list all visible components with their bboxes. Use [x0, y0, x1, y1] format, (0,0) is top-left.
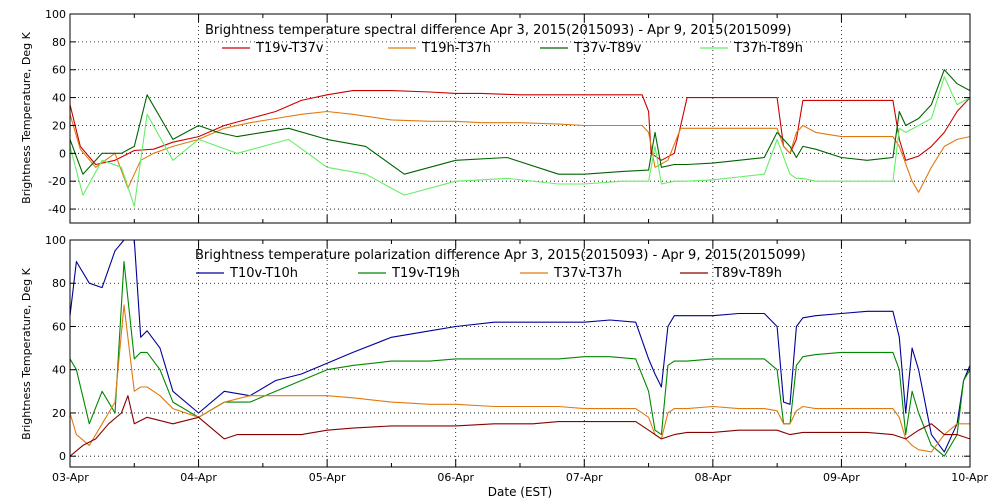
legend-label: T37h-T89h [733, 41, 803, 56]
top-plot-frame [69, 13, 971, 224]
y-tick-label: 60 [52, 64, 66, 77]
y-tick-label: 80 [52, 36, 66, 49]
series-line-t37v-t89v [70, 69, 970, 175]
y-tick-label: 40 [52, 92, 66, 105]
legend-label: T37v-T89v [573, 41, 642, 56]
x-tick-label: 07-Apr [566, 471, 603, 484]
legend-label: T19v-T19h [391, 266, 460, 281]
series-line-t37h-t89h [70, 76, 970, 207]
bottom-plot-frame [69, 239, 971, 468]
y-tick-label: 20 [52, 119, 66, 132]
legend-label: T37v-T37h [553, 266, 622, 281]
legend-label: T19h-T37h [421, 41, 491, 56]
x-tick-label: 06-Apr [437, 471, 474, 484]
y-tick-label: 20 [52, 407, 66, 420]
series-line-t19v-t37v [70, 90, 970, 166]
y-tick-label: 40 [52, 364, 66, 377]
x-tick-label: 09-Apr [823, 471, 860, 484]
polarization-difference-panel: Brightness temperature polarization diff… [20, 234, 988, 484]
series-line-t19h-t37h [70, 110, 970, 193]
series-line-t37v-t37h [70, 304, 970, 453]
y-tick-label: 100 [45, 234, 66, 247]
x-tick-label: 04-Apr [180, 471, 217, 484]
x-tick-label: 08-Apr [694, 471, 731, 484]
top-y-axis-label: Brightness Temperature, Deg K [20, 31, 33, 203]
y-tick-label: 0 [59, 147, 66, 160]
x-tick-label: 05-Apr [309, 471, 346, 484]
series-line-t10v-t10h [70, 240, 970, 453]
bottom-chart-title: Brightness temperature polarization diff… [195, 248, 806, 263]
x-tick-label: 10-Apr [951, 471, 988, 484]
y-tick-label: 80 [52, 277, 66, 290]
legend-label: T89v-T89h [713, 266, 782, 281]
y-tick-label: 100 [45, 8, 66, 21]
series-line-t19v-t19h [70, 261, 970, 457]
spectral-difference-panel: Brightness temperature spectral differen… [20, 8, 971, 224]
legend-label: T19v-T37v [255, 41, 324, 56]
x-axis-label: Date (EST) [488, 485, 552, 499]
y-tick-label: -20 [48, 175, 66, 188]
y-tick-label: 60 [52, 320, 66, 333]
legend-label: T10v-T10h [229, 266, 298, 281]
x-tick-label: 03-Apr [52, 471, 89, 484]
top-chart-title: Brightness temperature spectral differen… [205, 23, 791, 38]
series-line-t89v-t89h [70, 395, 970, 457]
y-tick-label: -40 [48, 203, 66, 216]
bottom-y-axis-label: Brightness Temperature, Deg K [20, 267, 33, 439]
y-tick-label: 0 [59, 450, 66, 463]
